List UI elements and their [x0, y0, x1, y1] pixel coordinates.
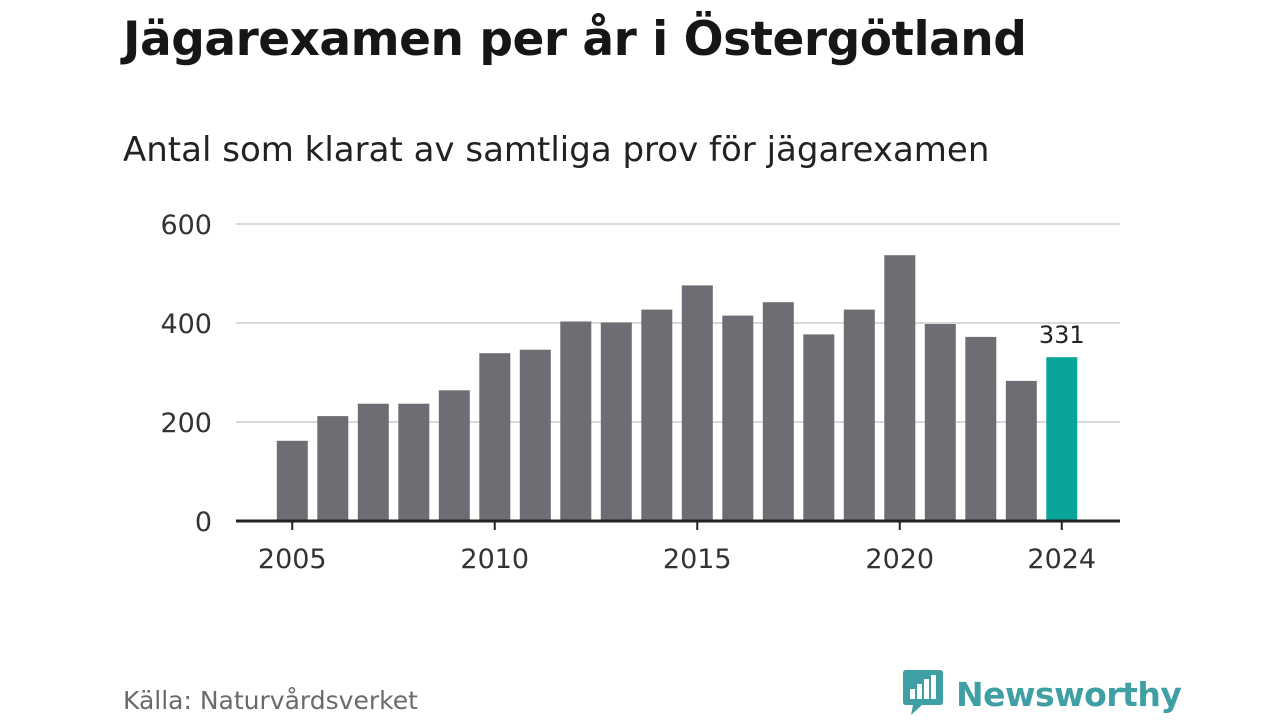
y-tick-label: 400 [160, 309, 212, 340]
bar-2009 [438, 390, 470, 521]
bar-2023 [1005, 380, 1037, 521]
bar-2007 [357, 403, 389, 521]
bar-2005 [276, 440, 308, 521]
bar-2024 [1046, 357, 1078, 521]
x-tick-label: 2020 [865, 544, 934, 575]
bar-2017 [762, 302, 794, 521]
bar-2008 [398, 403, 430, 521]
x-tick-label: 2005 [258, 544, 327, 575]
brand-name: Newsworthy [956, 674, 1182, 714]
data-label-2024: 331 [1039, 321, 1085, 349]
bar-2016 [722, 315, 754, 521]
x-tick-label: 2015 [663, 544, 732, 575]
x-tick-label: 2010 [460, 544, 529, 575]
y-tick-label: 0 [195, 507, 212, 538]
y-axis-tick-labels: 0 200 400 600 [160, 210, 212, 538]
brand-logo: Newsworthy [902, 668, 1182, 720]
source-note: Källa: Naturvårdsverket [123, 686, 418, 715]
chart-title: Jägarexamen per år i Östergötland [123, 12, 1027, 67]
bar-2012 [560, 321, 592, 521]
bar-2019 [843, 309, 875, 521]
bar-2020 [884, 255, 916, 521]
y-tick-label: 600 [160, 210, 212, 241]
bar-2014 [641, 309, 673, 521]
chart-subtitle: Antal som klarat av samtliga prov för jä… [123, 130, 990, 170]
bar-2021 [924, 324, 956, 521]
x-tick-label: 2024 [1027, 544, 1096, 575]
bar-2013 [600, 322, 632, 521]
bars [276, 255, 1078, 521]
bar-2022 [965, 336, 997, 521]
bar-2018 [803, 334, 835, 521]
x-axis-tick-labels: 2005 2010 2015 2020 2024 [258, 521, 1096, 575]
bar-chart: 0 200 400 600 2005 2010 2015 2020 2024 331 [160, 210, 1120, 575]
data-labels: 331 [1039, 321, 1085, 349]
newsworthy-logo-icon [902, 668, 944, 720]
bar-2011 [519, 349, 551, 521]
bar-2006 [317, 416, 349, 521]
y-tick-label: 200 [160, 408, 212, 439]
bar-2010 [479, 353, 511, 521]
bar-2015 [681, 285, 713, 521]
